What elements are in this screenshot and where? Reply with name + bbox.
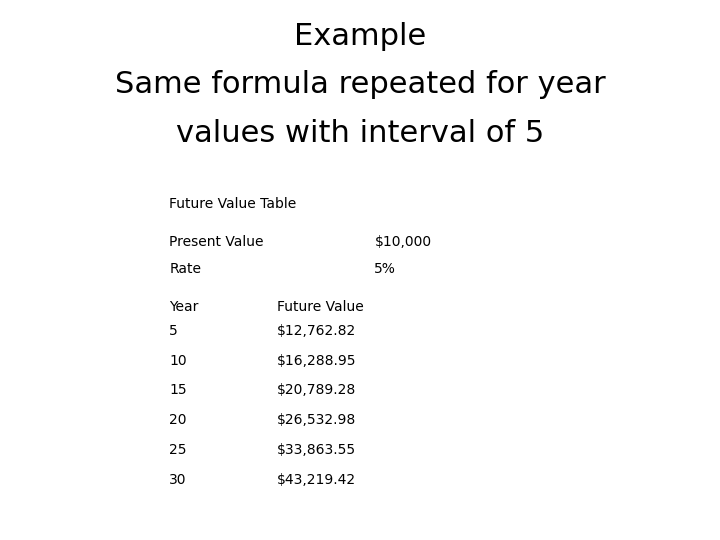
Text: 25: 25	[169, 443, 186, 457]
Text: Future Value: Future Value	[277, 300, 364, 314]
Text: $33,863.55: $33,863.55	[277, 443, 356, 457]
Text: 20: 20	[169, 413, 186, 427]
Text: $43,219.42: $43,219.42	[277, 472, 356, 487]
Text: Present Value: Present Value	[169, 235, 264, 249]
Text: 15: 15	[169, 383, 186, 397]
Text: 5%: 5%	[374, 262, 396, 276]
Text: Rate: Rate	[169, 262, 201, 276]
Text: Future Value Table: Future Value Table	[169, 197, 297, 211]
Text: $10,000: $10,000	[374, 235, 431, 249]
Text: Example: Example	[294, 22, 426, 51]
Text: $26,532.98: $26,532.98	[277, 413, 356, 427]
Text: 30: 30	[169, 472, 186, 487]
Text: $16,288.95: $16,288.95	[277, 354, 356, 368]
Text: values with interval of 5: values with interval of 5	[176, 119, 544, 148]
Text: $20,789.28: $20,789.28	[277, 383, 356, 397]
Text: Same formula repeated for year: Same formula repeated for year	[114, 70, 606, 99]
Text: Year: Year	[169, 300, 199, 314]
Text: 10: 10	[169, 354, 186, 368]
Text: $12,762.82: $12,762.82	[277, 324, 356, 338]
Text: 5: 5	[169, 324, 178, 338]
